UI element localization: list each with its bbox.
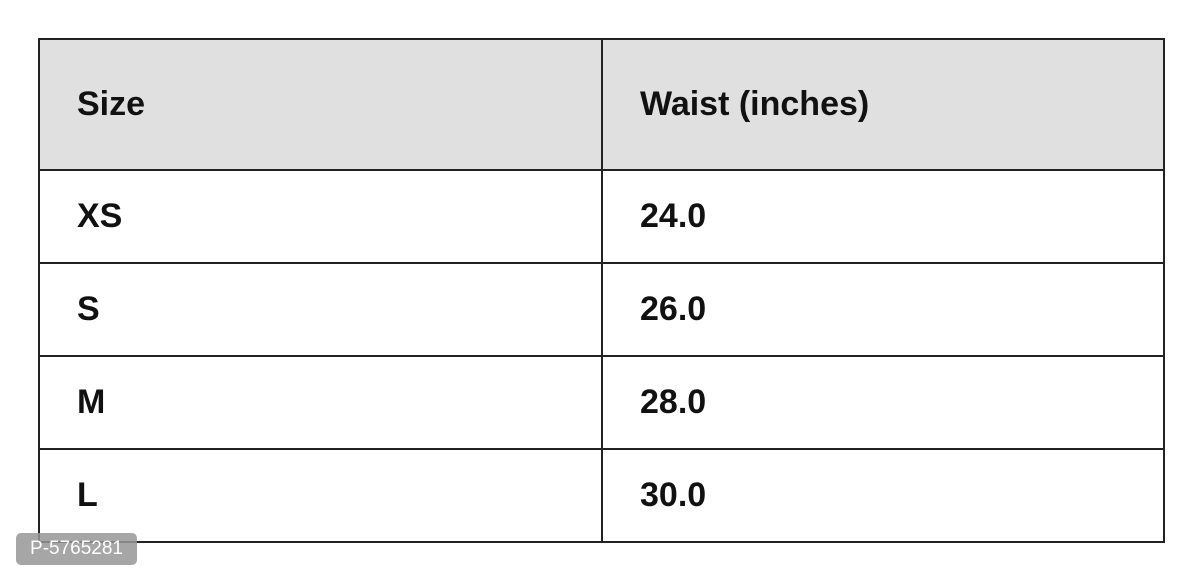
table-row: M 28.0: [38, 355, 1165, 450]
header-cell: Size: [38, 38, 603, 171]
header-row: Size Waist (inches): [38, 38, 1165, 171]
table-cell: XS: [38, 169, 603, 264]
size-table: Size Waist (inches) XS 24.0 S 26.0 M 28.0 L 30.…: [38, 38, 1165, 543]
table-cell: L: [38, 448, 603, 543]
table-cell: 28.0: [601, 355, 1165, 450]
table-row: L 30.0: [38, 448, 1165, 543]
header-cell: Waist (inches): [601, 38, 1165, 171]
table-row: S 26.0: [38, 262, 1165, 357]
table-cell: M: [38, 355, 603, 450]
table-row: XS 24.0: [38, 169, 1165, 264]
table-cell: 30.0: [601, 448, 1165, 543]
table-cell: 24.0: [601, 169, 1165, 264]
table-cell: S: [38, 262, 603, 357]
table-cell: 26.0: [601, 262, 1165, 357]
watermark: P-5765281: [16, 533, 137, 565]
table-body: XS 24.0 S 26.0 M 28.0 L 30.0: [38, 169, 1165, 543]
